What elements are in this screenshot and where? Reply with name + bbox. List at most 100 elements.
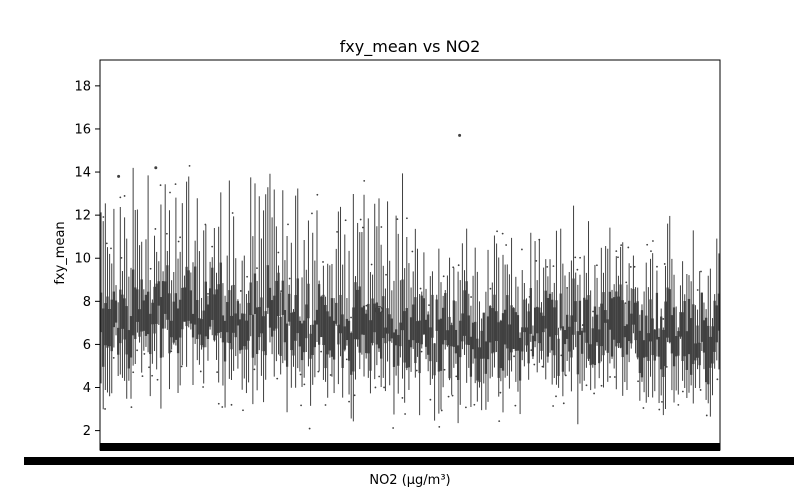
box-iqr — [574, 301, 577, 322]
box-iqr — [604, 310, 607, 323]
box-iqr — [531, 335, 535, 357]
box-iqr — [303, 320, 306, 353]
box-iqr — [204, 281, 207, 337]
outlier-point — [457, 264, 460, 267]
box-iqr — [209, 288, 212, 327]
box-iqr — [268, 287, 272, 328]
box-iqr — [563, 330, 567, 345]
outlier-point — [288, 277, 291, 280]
box-iqr — [189, 290, 192, 324]
box-iqr — [647, 333, 650, 361]
y-tick-label: 18 — [74, 79, 91, 94]
box-iqr — [561, 326, 564, 372]
box-iqr — [634, 302, 637, 341]
outlier-point — [514, 404, 517, 407]
box-iqr — [486, 316, 490, 360]
box-iqr — [437, 319, 440, 372]
box-iqr — [300, 323, 304, 361]
outlier-point — [169, 191, 171, 194]
outlier-point — [277, 251, 280, 254]
outlier-point — [438, 425, 441, 428]
box-iqr — [185, 266, 188, 327]
box-iqr — [677, 331, 680, 356]
box-iqr — [407, 339, 411, 368]
box-iqr — [525, 327, 528, 346]
outlier-point — [188, 164, 191, 167]
outlier-point — [239, 290, 242, 292]
box-iqr — [548, 293, 552, 337]
box-iqr — [578, 300, 582, 335]
outlier-point — [170, 350, 173, 353]
box-iqr — [102, 308, 105, 367]
plot-area-marks — [99, 133, 721, 430]
box-iqr — [595, 314, 599, 343]
box-iqr — [395, 329, 398, 346]
box-iqr — [484, 341, 487, 374]
box-iqr — [698, 342, 701, 366]
box-iqr — [638, 330, 641, 374]
box-iqr — [375, 302, 378, 345]
box-iqr — [211, 267, 214, 320]
outlier-point — [617, 256, 619, 259]
box-iqr — [191, 313, 195, 338]
box-iqr — [536, 306, 539, 334]
outlier-point — [498, 420, 501, 423]
box-iqr — [392, 332, 396, 367]
outlier-point — [300, 404, 302, 407]
box-iqr — [179, 299, 182, 338]
box-iqr — [271, 300, 274, 337]
box-iqr — [183, 287, 186, 322]
outlier-point — [699, 389, 702, 391]
box-iqr — [617, 296, 620, 344]
box-iqr — [506, 295, 509, 349]
box-iqr — [110, 299, 113, 352]
box-iqr — [345, 318, 349, 341]
box-iqr — [690, 318, 693, 375]
box-iqr — [409, 317, 413, 348]
outlier-point — [562, 402, 565, 405]
outlier-point — [428, 304, 430, 307]
outlier-point — [303, 383, 306, 386]
box-iqr — [598, 329, 601, 364]
box-iqr — [510, 305, 513, 353]
box-iqr — [615, 291, 618, 347]
box-iqr — [371, 298, 374, 343]
outlier-point — [348, 400, 350, 403]
box-iqr — [640, 310, 644, 378]
box-iqr — [117, 327, 120, 355]
box-iqr — [277, 272, 280, 316]
box-iqr — [491, 308, 494, 354]
box-iqr — [471, 322, 475, 350]
box-iqr — [217, 284, 220, 334]
box-iqr — [469, 336, 473, 377]
box-iqr — [309, 333, 312, 359]
outlier-point — [151, 374, 154, 377]
outlier-point — [633, 265, 636, 268]
box-iqr — [322, 294, 325, 346]
box-iqr — [264, 311, 267, 356]
box-iqr — [247, 302, 250, 341]
box-iqr — [709, 336, 712, 368]
box-iqr — [369, 320, 372, 371]
outlier-point — [345, 358, 348, 361]
box-iqr — [544, 290, 547, 329]
outlier-point — [662, 318, 665, 320]
box-iqr — [114, 300, 118, 323]
outlier-point — [378, 375, 381, 378]
box-iqr — [243, 313, 246, 347]
outlier-point — [216, 371, 219, 374]
box-iqr — [478, 347, 481, 383]
box-iqr — [384, 327, 387, 344]
outlier-point — [344, 219, 347, 222]
box-iqr — [386, 308, 389, 334]
box-iqr — [589, 344, 592, 366]
outlier-point — [136, 349, 139, 352]
outlier-point — [370, 263, 373, 266]
outlier-point — [656, 265, 658, 268]
box-iqr — [159, 297, 163, 358]
box-iqr — [636, 301, 639, 358]
y-tick-label: 16 — [74, 122, 91, 137]
outlier-point — [637, 380, 639, 383]
box-iqr — [683, 301, 686, 357]
box-iqr — [431, 294, 434, 338]
